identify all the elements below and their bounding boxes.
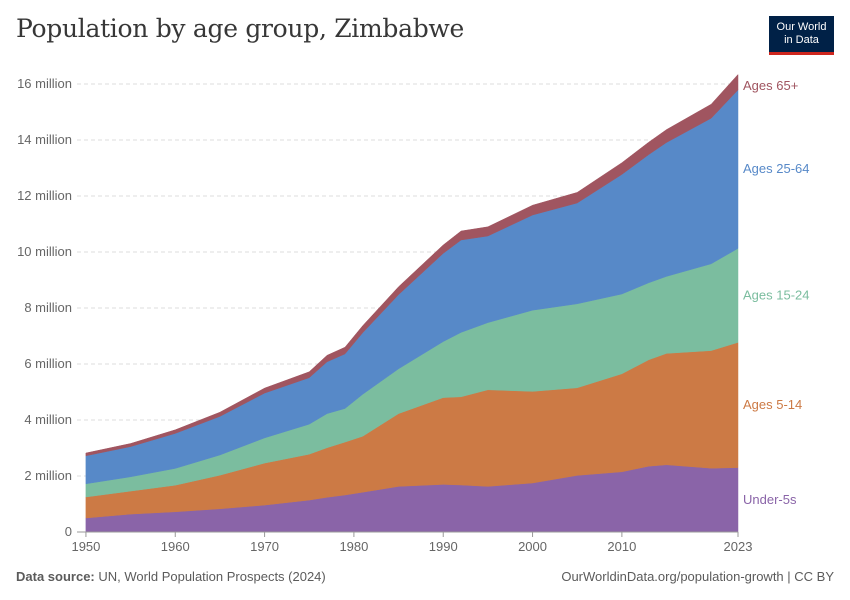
- logo-line-1: Our World: [776, 21, 827, 33]
- x-tick-label: 1990: [429, 539, 458, 554]
- y-tick-label: 10 million: [17, 244, 72, 259]
- area-series: [85, 73, 739, 533]
- y-tick-label: 12 million: [17, 188, 72, 203]
- data-source: Data source: UN, World Population Prospe…: [16, 569, 326, 584]
- y-tick-label: 14 million: [17, 132, 72, 147]
- y-tick-label: 16 million: [17, 76, 72, 91]
- logo-line-2: in Data: [784, 34, 819, 46]
- y-tick-label: 6 million: [24, 356, 72, 371]
- series-labels: Under-5s Ages 5-14 Ages 15-24 Ages 25-64 Age…: [743, 78, 810, 507]
- x-tick-label: 2010: [607, 539, 636, 554]
- x-tick-label: 2023: [724, 539, 753, 554]
- data-source-text: UN, World Population Prospects (2024): [98, 569, 326, 584]
- series-label[interactable]: Ages 25-64: [743, 161, 810, 176]
- axes: 0 2 million 4 million 6 million 8 million 10 …: [17, 76, 752, 554]
- y-tick-label: 8 million: [24, 300, 72, 315]
- y-tick-label: 2 million: [24, 468, 72, 483]
- x-tick-label: 1960: [161, 539, 190, 554]
- footer-url[interactable]: OurWorldinData.org/population-growth | C…: [561, 569, 834, 584]
- data-source-label: Data source:: [16, 569, 95, 584]
- series-label[interactable]: Ages 15-24: [743, 287, 810, 302]
- stacked-area-chart[interactable]: 0 2 million 4 million 6 million 8 million 10 …: [0, 0, 850, 560]
- y-tick-label: 0: [65, 524, 72, 539]
- series-label[interactable]: Under-5s: [743, 492, 797, 507]
- x-tick-label: 1980: [339, 539, 368, 554]
- x-tick-label: 1970: [250, 539, 279, 554]
- owid-logo[interactable]: Our World in Data: [769, 16, 834, 55]
- x-tick-label: 1950: [71, 539, 100, 554]
- x-tick-label: 2000: [518, 539, 547, 554]
- series-label[interactable]: Ages 65+: [743, 78, 798, 93]
- series-label[interactable]: Ages 5-14: [743, 397, 802, 412]
- chart-title: Population by age group, Zimbabwe: [16, 14, 465, 43]
- area-ages-65-[interactable]: [85, 73, 739, 457]
- y-tick-label: 4 million: [24, 412, 72, 427]
